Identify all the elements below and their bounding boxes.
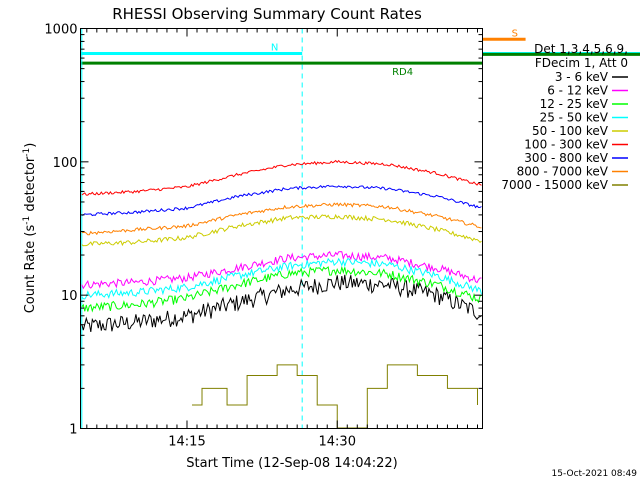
y-axis-label-main: Count Rate (s <box>23 225 38 314</box>
chart-title: RHESSI Observing Summary Count Rates <box>112 5 422 23</box>
series-line <box>81 250 482 290</box>
legend: Det 1,3,4,5,6,9, FDecim 1, Att 0 3 - 6 k… <box>501 42 628 192</box>
plot-frame <box>80 28 483 429</box>
legend-entry-label: 12 - 25 keV <box>540 97 609 111</box>
series-line <box>81 274 482 332</box>
y-axis-label-exp1: -1 <box>22 216 32 225</box>
vertical-markers <box>81 28 303 429</box>
legend-entry-label: 7000 - 15000 keV <box>501 178 608 192</box>
legend-entry-label: 300 - 800 keV <box>524 151 608 165</box>
x-axis-label: Start Time (12-Sep-08 14:04:22) <box>186 456 397 471</box>
legend-entry-label: 100 - 300 keV <box>524 138 608 152</box>
flag-label: RD4 <box>392 67 413 78</box>
legend-entry-label: 3 - 6 keV <box>555 70 609 84</box>
y-axis-label: Count Rate (s-1 detector-1) <box>22 143 38 314</box>
flag-label: N <box>271 42 278 53</box>
series-line <box>81 159 482 196</box>
legend-entry-label: 25 - 50 keV <box>540 111 609 125</box>
y-axis: 1 10 100 1000 <box>44 23 483 438</box>
instrument-flags: NSRD4RD0 <box>80 28 640 78</box>
legend-header-line-1: Det 1,3,4,5,6,9, <box>534 42 628 56</box>
y-tick-label: 10 <box>61 289 78 304</box>
y-tick-label: 100 <box>53 156 78 171</box>
legend-entry-label: 6 - 12 keV <box>547 84 609 98</box>
legend-entry-label: 50 - 100 keV <box>532 124 609 138</box>
y-axis-label-exp2: -1 <box>22 148 32 157</box>
legend-header-line-2: FDecim 1, Att 0 <box>535 56 628 70</box>
series-line <box>81 265 482 313</box>
y-tick-label: 1 <box>69 423 77 438</box>
render-timestamp: 15-Oct-2021 08:49 <box>552 469 638 479</box>
series-line <box>81 257 482 300</box>
x-tick-label: 14:30 <box>319 435 356 450</box>
series-line <box>81 184 482 217</box>
y-tick-label: 1000 <box>44 23 77 38</box>
y-axis-label-mid: detector <box>23 156 38 216</box>
series-lines <box>81 159 482 429</box>
series-line <box>191 364 478 429</box>
x-axis: 14:15 14:30 <box>86 28 478 450</box>
legend-entry-label: 800 - 7000 keV <box>517 165 609 179</box>
x-tick-label: 14:15 <box>168 435 205 450</box>
y-axis-label-end: ) <box>23 143 38 148</box>
series-line <box>81 202 482 236</box>
series-line <box>81 213 482 247</box>
flag-label: S <box>512 28 518 39</box>
